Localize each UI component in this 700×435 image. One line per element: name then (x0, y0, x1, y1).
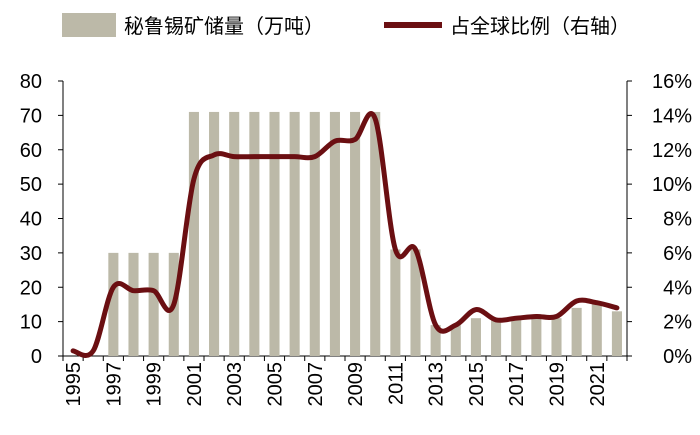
y-right-tick-label: 16% (652, 71, 692, 93)
bar (491, 318, 502, 356)
bar (591, 304, 602, 356)
y-right-tick-label: 8% (663, 209, 692, 231)
x-tick-label: 2001 (184, 362, 206, 407)
y-left-tick-label: 70 (20, 105, 42, 127)
bar (531, 318, 542, 356)
bar (329, 111, 340, 356)
legend-bar-swatch (62, 13, 116, 37)
legend-bar-label: 秘鲁锡矿储量（万吨） (124, 14, 324, 38)
bar (571, 307, 582, 356)
bar (450, 325, 461, 356)
y-right-tick-label: 14% (652, 105, 692, 127)
bar (511, 318, 522, 356)
y-right-tick-label: 10% (652, 174, 692, 196)
bar (370, 111, 381, 356)
x-tick-label: 2011 (385, 362, 407, 405)
bar (470, 318, 481, 356)
bar (148, 252, 159, 356)
line-path (70, 111, 620, 358)
bar (108, 252, 119, 356)
bar (309, 111, 320, 356)
x-tick-label: 2019 (547, 362, 569, 407)
y-left-tick-label: 80 (20, 71, 42, 93)
bar (128, 252, 139, 356)
y-right-tick-label: 0% (663, 346, 692, 368)
legend-line-label: 占全球比例（右轴） (450, 14, 630, 38)
axes: 0 10 20 30 40 50 60 70 80 0% 2% 4% 6% 8% 10% 12% 14% 16% 1… (20, 71, 692, 407)
bar (269, 111, 280, 356)
bar (188, 111, 199, 356)
bar (430, 325, 441, 356)
y-left-tick-label: 20 (20, 277, 42, 299)
x-tick-label: 2017 (506, 362, 528, 407)
bar (390, 249, 401, 356)
y-left-tick-label: 0 (31, 346, 42, 368)
x-tick-label: 1999 (144, 362, 166, 407)
line-series (70, 111, 620, 358)
y-left-tick-label: 40 (20, 209, 42, 231)
y-right-tick-label: 6% (663, 243, 692, 265)
y-left-tick-label: 50 (20, 174, 42, 196)
y-left-tick-label: 30 (20, 243, 42, 265)
x-tick-label: 2009 (345, 362, 367, 407)
bar (289, 111, 300, 356)
y-right-tick-label: 4% (663, 277, 692, 299)
x-tick-label: 2015 (466, 362, 488, 407)
y-right-tick-label: 12% (652, 140, 692, 162)
bar (551, 318, 562, 356)
bar (249, 111, 260, 356)
y-right-tick-label: 2% (663, 312, 692, 334)
x-tick-label: 2003 (224, 362, 246, 407)
x-tick-label: 2005 (265, 362, 287, 407)
x-tick-label: 1995 (63, 362, 85, 407)
bar (611, 311, 622, 356)
bar (209, 111, 220, 356)
x-tick-label: 2021 (587, 362, 609, 407)
y-left-tick-label: 10 (20, 312, 42, 334)
y-left-tick-label: 60 (20, 140, 42, 162)
x-tick-label: 1997 (103, 362, 125, 407)
bar (410, 249, 421, 356)
legend: 秘鲁锡矿储量（万吨） 占全球比例（右轴） (62, 13, 630, 38)
bar (350, 111, 361, 356)
bar (229, 111, 240, 356)
x-tick-label: 2013 (426, 362, 448, 407)
x-tick-label: 2007 (305, 362, 327, 407)
